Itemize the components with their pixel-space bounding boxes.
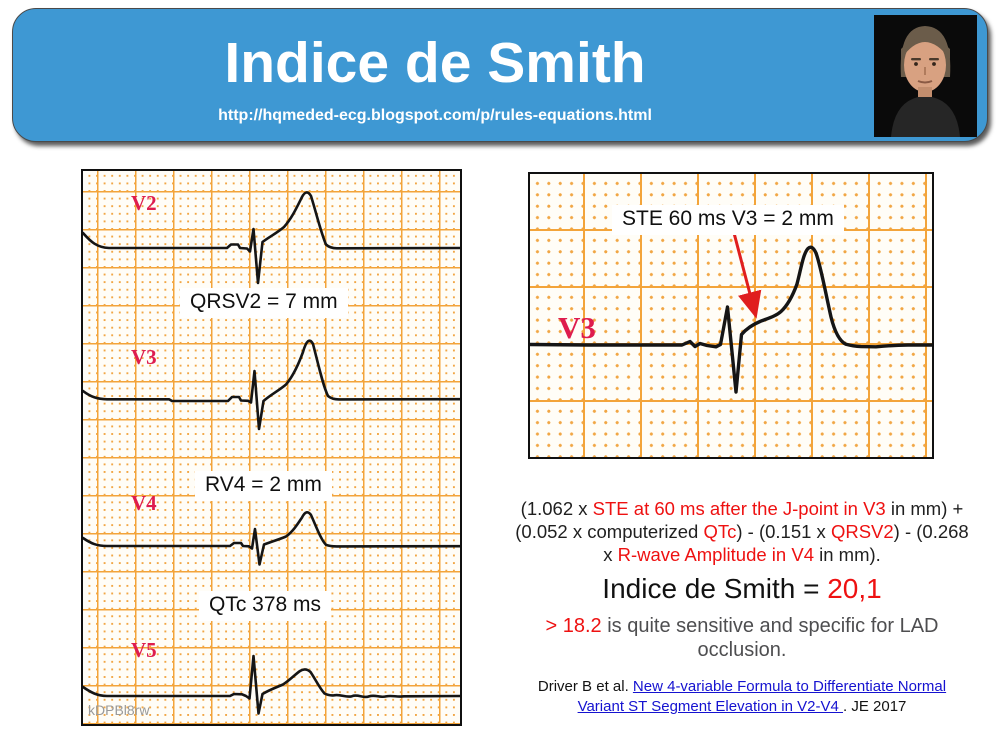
watermark: kDPBl8rw: [88, 702, 150, 718]
result-line: Indice de Smith = 20,1: [484, 573, 1000, 604]
header-banner: Indice de Smith http://hqmeded-ecg.blogs…: [12, 8, 988, 142]
text-segment: QRSV2: [830, 521, 894, 542]
annotation-rv4: RV4 = 2 mm: [195, 471, 332, 501]
text-segment: x: [603, 544, 618, 565]
lead-label-v3: V3: [131, 345, 157, 369]
lead-label-v5: V5: [131, 638, 157, 662]
lead-label-v2: V2: [131, 191, 157, 215]
text-segment: ) - (0.151 x: [736, 521, 831, 542]
presenter-avatar-icon: [874, 15, 977, 137]
v3-zoom-path: [530, 245, 932, 394]
text-segment: STE at 60 ms after the J-point in V3: [592, 498, 886, 519]
info-column: (1.062 x STE at 60 ms after the J-point …: [484, 497, 1000, 717]
source-url: http://hqmeded-ecg.blogspot.com/p/rules-…: [218, 107, 652, 124]
text-segment: is quite sensitive and specific for LAD: [601, 615, 939, 637]
text-segment: . JE 2017: [843, 698, 907, 715]
text-segment: R-wave Amplitude in V4: [617, 544, 814, 565]
citation-link[interactable]: Variant ST Segment Elevation in V2-V4: [577, 698, 844, 715]
v3-zoom-trace: [530, 232, 932, 394]
text-segment: 20,1: [827, 573, 882, 604]
annotation-qrsv2: QRSV2 = 7 mm: [180, 288, 348, 318]
text-segment: in mm) +: [885, 498, 964, 519]
ecg-zoom-panel: V3 STE 60 ms V3 = 2 mm: [528, 172, 934, 459]
v4-trace: [83, 511, 460, 566]
annotation-qtc: QTc 378 ms: [199, 591, 332, 621]
citation: Driver B et al. New 4-variable Formula t…: [484, 677, 1000, 717]
lead-label-v4: V4: [131, 491, 157, 515]
v2-trace: [83, 191, 460, 285]
formula-text: (1.062 x STE at 60 ms after the J-point …: [484, 497, 1000, 566]
annotation-ste: STE 60 ms V3 = 2 mm: [612, 205, 844, 235]
text-segment: (1.062 x: [520, 498, 593, 519]
v5-trace: [83, 654, 460, 715]
text-segment: Indice de Smith =: [602, 573, 828, 604]
citation-link[interactable]: New 4-variable Formula to Differentiate …: [632, 678, 947, 695]
text-segment: ) - (0.268: [893, 521, 969, 542]
text-segment: QTc: [703, 521, 737, 542]
text-segment: occlusion.: [697, 638, 787, 661]
interpretation-text: > 18.2 is quite sensitive and specific f…: [484, 615, 1000, 662]
page-title: Indice de Smith: [224, 31, 646, 95]
text-segment: > 18.2: [545, 615, 602, 637]
v3-trace: [83, 339, 460, 431]
ste-arrow-icon: [732, 232, 762, 319]
text-segment: Driver B et al.: [537, 678, 633, 695]
text-segment: in mm).: [813, 544, 881, 565]
presenter-photo: [874, 15, 977, 137]
lead-label-v3-zoom: V3: [558, 310, 596, 345]
ecg-traces: [83, 191, 460, 715]
text-segment: (0.052 x computerized: [515, 521, 704, 542]
ecg-strip-panel: V2 V3 V4 V5 QRSV2 = 7 mm RV4 = 2 mm QTc …: [81, 169, 462, 726]
